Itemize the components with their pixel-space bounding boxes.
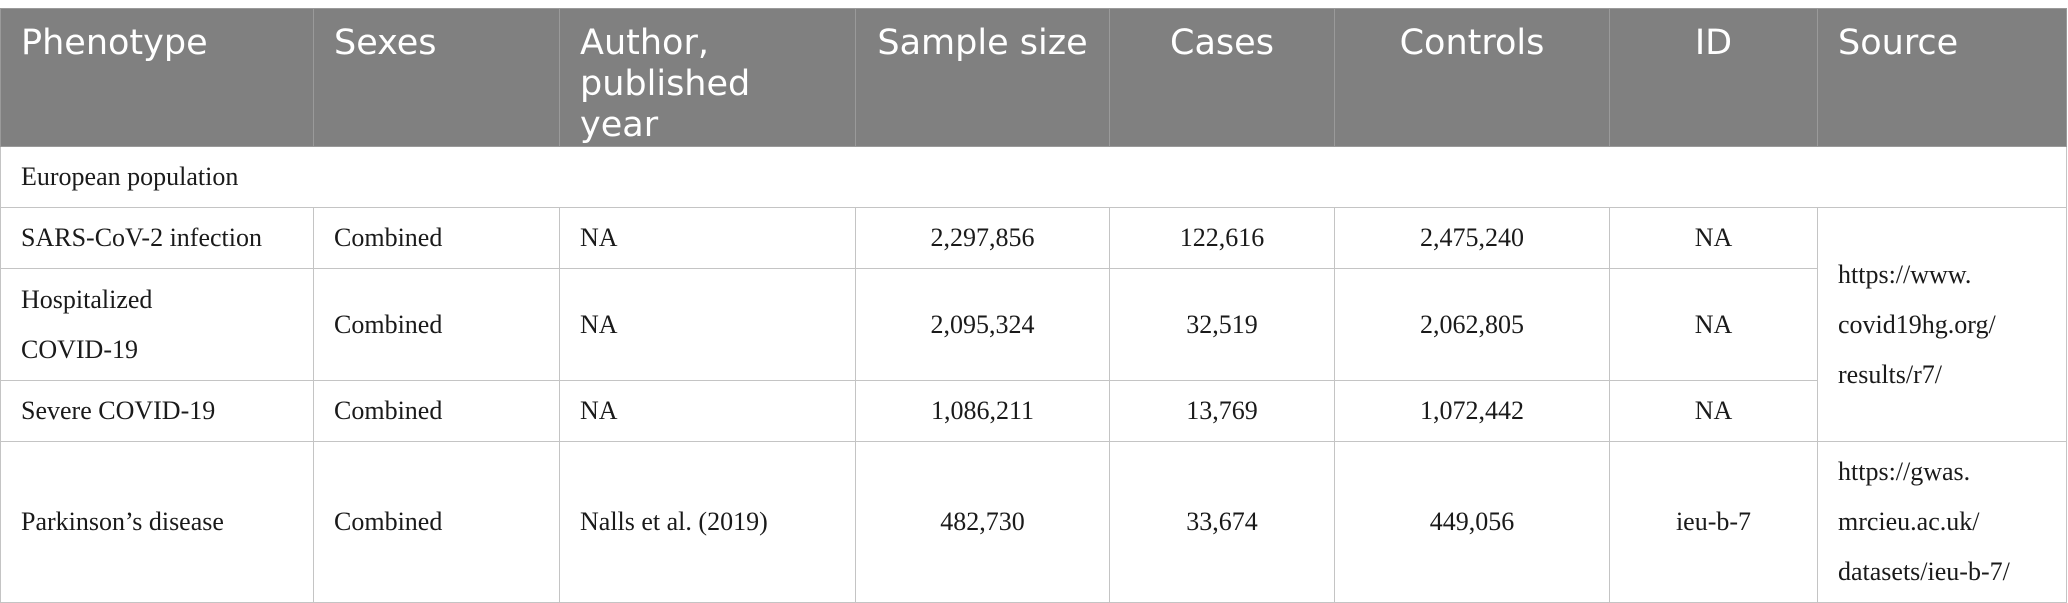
cell-cases: 33,674 [1109, 441, 1335, 603]
cell-sexes: Combined [313, 380, 560, 442]
cell-id: ieu-b-7 [1609, 441, 1818, 603]
header-phenotype: Phenotype [0, 8, 314, 147]
cell-id: NA [1609, 268, 1818, 381]
cell-sexes: Combined [313, 441, 560, 603]
cell-source-pd[interactable]: https://gwas. mrcieu.ac.uk/ datasets/ieu… [1817, 441, 2067, 603]
cell-phenotype: Hospitalized COVID-19 [0, 268, 314, 381]
source-link-line[interactable]: https://gwas. [1838, 457, 1971, 486]
table-row: SARS-CoV-2 infection Combined NA 2,297,8… [0, 207, 2067, 442]
cell-author: Nalls et al. (2019) [559, 441, 856, 603]
cell-phenotype: Parkinson’s disease [0, 441, 314, 603]
table-row: Severe COVID-19 Combined NA 1,086,211 13… [0, 380, 2067, 442]
cell-controls: 2,062,805 [1334, 268, 1610, 381]
cell-id: NA [1609, 207, 1818, 269]
source-link-line[interactable]: covid19hg.org/ [1838, 309, 1996, 339]
cell-sample-size: 1,086,211 [855, 380, 1110, 442]
section-row: European population [0, 146, 2067, 208]
cell-phenotype: SARS-CoV-2 infection [0, 207, 314, 269]
header-sample-size: Sample size [855, 8, 1110, 147]
cell-cases: 32,519 [1109, 268, 1335, 381]
cell-source-covid[interactable]: https://www. covid19hg.org/ results/r7/ [1817, 207, 2067, 442]
header-id: ID [1609, 8, 1818, 147]
header-author: Author, published year [559, 8, 856, 147]
cell-controls: 1,072,442 [1334, 380, 1610, 442]
header-cases: Cases [1109, 8, 1335, 147]
cell-id: NA [1609, 380, 1818, 442]
cell-sample-size: 482,730 [855, 441, 1110, 603]
header-source: Source [1817, 8, 2067, 147]
table-row: Parkinson’s disease Combined Nalls et al… [0, 441, 2067, 603]
cell-sexes: Combined [313, 207, 560, 269]
cell-sample-size: 2,297,856 [855, 207, 1110, 269]
cell-cases: 13,769 [1109, 380, 1335, 442]
header-author-line-1: Author, [580, 23, 709, 63]
cell-phenotype-line-2: COVID-19 [21, 334, 138, 364]
cell-controls: 449,056 [1334, 441, 1610, 603]
header-row: Phenotype Sexes Author, published year S… [0, 8, 2067, 147]
cell-phenotype-line-1: Hospitalized [21, 284, 153, 314]
source-link-line[interactable]: datasets/ieu-b-7/ [1838, 557, 2010, 586]
cell-cases: 122,616 [1109, 207, 1335, 269]
table-row: Hospitalized COVID-19 Combined NA 2,095,… [0, 268, 2067, 381]
cell-sample-size: 2,095,324 [855, 268, 1110, 381]
source-link-line[interactable]: results/r7/ [1838, 359, 1942, 389]
header-controls: Controls [1334, 8, 1610, 147]
section-label: European population [0, 146, 2067, 208]
gwas-summary-table: Phenotype Sexes Author, published year S… [0, 8, 2067, 603]
cell-author: NA [559, 207, 856, 269]
cell-author: NA [559, 380, 856, 442]
cell-controls: 2,475,240 [1334, 207, 1610, 269]
header-sexes: Sexes [313, 8, 560, 147]
source-link-line[interactable]: https://www. [1838, 259, 1972, 289]
cell-phenotype: Severe COVID-19 [0, 380, 314, 442]
cell-author: NA [559, 268, 856, 381]
header-author-line-2: published year [580, 64, 751, 145]
source-link-line[interactable]: mrcieu.ac.uk/ [1838, 507, 1980, 536]
cell-sexes: Combined [313, 268, 560, 381]
